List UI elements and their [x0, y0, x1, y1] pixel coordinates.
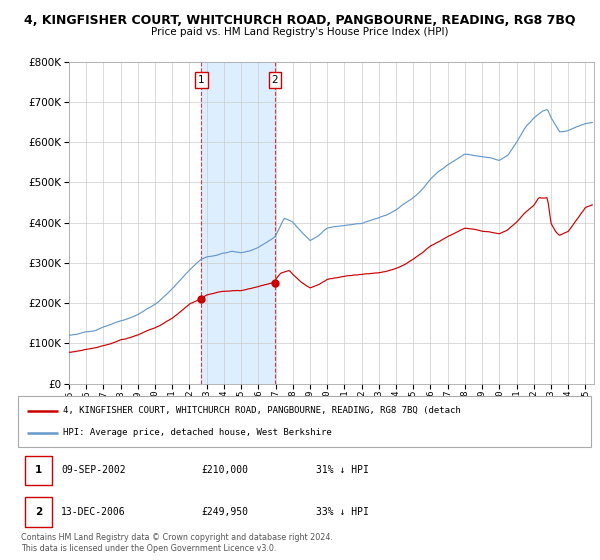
Text: HPI: Average price, detached house, West Berkshire: HPI: Average price, detached house, West…: [62, 428, 331, 437]
Text: 4, KINGFISHER COURT, WHITCHURCH ROAD, PANGBOURNE, READING, RG8 7BQ (detach: 4, KINGFISHER COURT, WHITCHURCH ROAD, PA…: [62, 406, 460, 415]
Text: £210,000: £210,000: [202, 465, 248, 475]
Text: £249,950: £249,950: [202, 507, 248, 517]
Text: 13-DEC-2006: 13-DEC-2006: [61, 507, 125, 517]
FancyBboxPatch shape: [25, 497, 52, 527]
Text: 09-SEP-2002: 09-SEP-2002: [61, 465, 125, 475]
Bar: [202, 62, 275, 384]
Text: Contains HM Land Registry data © Crown copyright and database right 2024.
This d: Contains HM Land Registry data © Crown c…: [21, 533, 333, 553]
Text: Price paid vs. HM Land Registry's House Price Index (HPI): Price paid vs. HM Land Registry's House …: [151, 27, 449, 37]
Text: 31% ↓ HPI: 31% ↓ HPI: [316, 465, 369, 475]
Text: 1: 1: [198, 74, 205, 85]
Text: 2: 2: [35, 507, 42, 517]
Text: 2: 2: [272, 74, 278, 85]
FancyBboxPatch shape: [18, 396, 591, 447]
Text: 1: 1: [35, 465, 42, 475]
FancyBboxPatch shape: [25, 455, 52, 486]
Text: 4, KINGFISHER COURT, WHITCHURCH ROAD, PANGBOURNE, READING, RG8 7BQ: 4, KINGFISHER COURT, WHITCHURCH ROAD, PA…: [24, 14, 576, 27]
Text: 33% ↓ HPI: 33% ↓ HPI: [316, 507, 369, 517]
